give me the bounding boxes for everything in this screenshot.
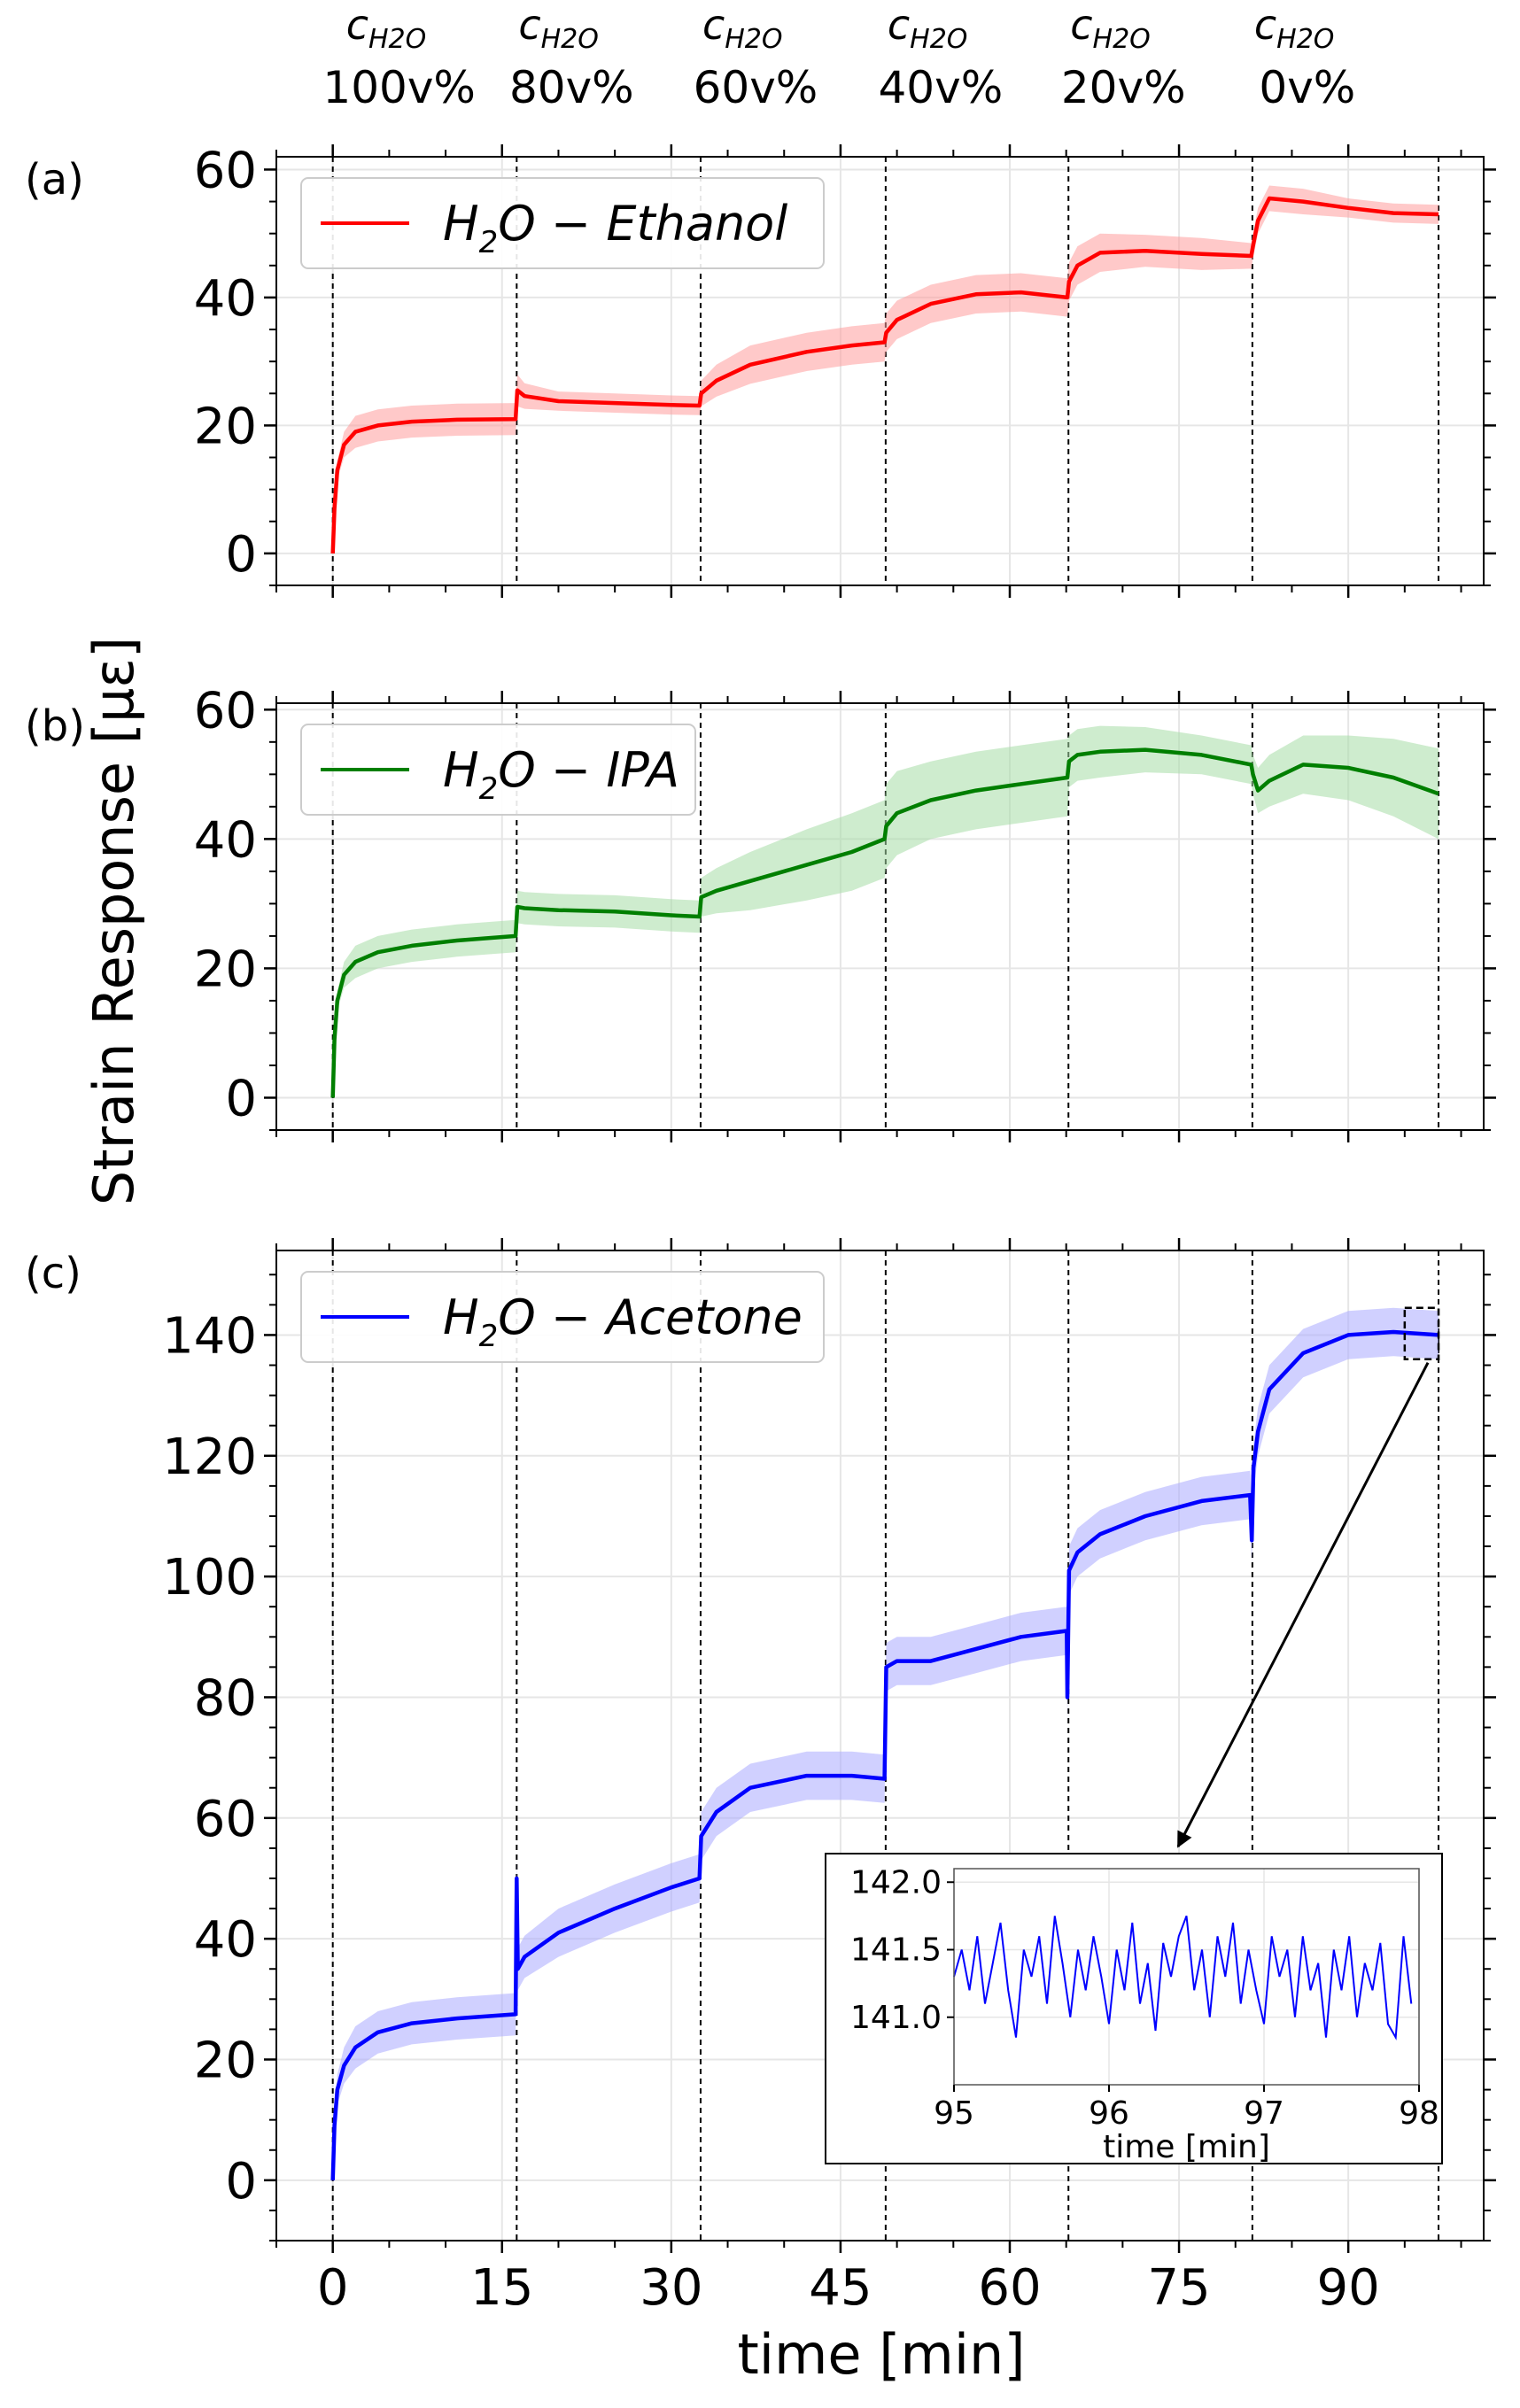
concentration-subscript: H2O — [368, 24, 426, 55]
label-rest: O − Ethanol — [498, 196, 787, 252]
concentration-label: 100v% — [322, 62, 476, 113]
inset-y-tick-label: 142.0 — [850, 1864, 942, 1901]
concentration-label: 20v% — [1061, 62, 1186, 113]
concentration-symbol: cH2O — [1254, 1, 1335, 55]
x-tick-label: 45 — [809, 2259, 872, 2317]
legend-label: H2O − Ethanol — [443, 196, 787, 260]
concentration-symbol: cH2O — [702, 1, 783, 55]
x-axis-title: time [min] — [737, 2322, 1025, 2387]
concentration-symbol: cH2O — [518, 1, 599, 55]
y-tick-label: 100 — [162, 1549, 257, 1607]
concentration-label: 0v% — [1259, 62, 1355, 113]
panel-c-acetone: 0 20 40 60 80 100 120 140 0 15 30 45 60 75 90 (c) H2O − … — [25, 1238, 1496, 2317]
inset-x-tick-label: 98 — [1399, 2095, 1439, 2132]
inset-zoom: 141.0 141.5 142.0 95 96 97 98 time [min] — [825, 1306, 1443, 2165]
x-tick-label: 90 — [1317, 2259, 1380, 2317]
inset-x-tick-label: 95 — [934, 2095, 974, 2132]
legend-label: H2O − Acetone — [443, 1289, 803, 1354]
x-tick-label: 0 — [317, 2259, 349, 2317]
concentration-subscript: H2O — [910, 24, 967, 55]
concentration-symbol: cH2O — [888, 1, 968, 55]
y-tick-label: 60 — [194, 1791, 257, 1848]
y-tick-label: 40 — [194, 811, 257, 869]
legend-box — [300, 1271, 825, 1363]
concentration-header: cH2O 100v% cH2O 80v% cH2O 60v% cH2O 40v% cH2O 20v… — [322, 1, 1355, 113]
panel-a-ethanol: 0 20 40 60 (a) H2O − Ethanol — [25, 142, 1496, 598]
subscript: 2 — [479, 225, 499, 260]
y-tick-label: 0 — [225, 2153, 257, 2211]
x-tick-label: 30 — [640, 2259, 702, 2317]
series-line — [330, 1329, 1439, 2180]
x-tick-label: 60 — [978, 2259, 1041, 2317]
inset-frame — [953, 1868, 1420, 2086]
inset-x-tick-label: 97 — [1244, 2095, 1284, 2132]
y-tick-label: 0 — [225, 1070, 257, 1127]
series-line — [330, 196, 1439, 554]
concentration-label: 40v% — [879, 62, 1004, 113]
zoom-region-marker — [1403, 1306, 1440, 1360]
std-band — [332, 1307, 1439, 2187]
label-rest: O − IPA — [498, 742, 679, 798]
concentration-symbol: cH2O — [1070, 1, 1151, 55]
y-tick-label: 0 — [225, 526, 257, 584]
y-axis-title: Strain Response [με] — [81, 637, 146, 1205]
x-tick-label: 75 — [1147, 2259, 1210, 2317]
y-tick-label: 40 — [194, 270, 257, 328]
y-tick-label: 80 — [194, 1669, 257, 1727]
concentration-subscript: H2O — [1276, 24, 1334, 55]
y-tick-label: 60 — [194, 142, 257, 199]
concentration-subscript: H2O — [1093, 24, 1151, 55]
concentration-label: 60v% — [694, 62, 818, 113]
y-tick-label: 20 — [194, 941, 257, 998]
axes-frame — [275, 702, 1485, 1131]
panel-b-ipa: 0 20 40 60 (b) H2O − IPA — [25, 682, 1496, 1142]
y-tick-label: 60 — [194, 682, 257, 739]
y-tick-label: 120 — [162, 1429, 257, 1486]
std-band — [332, 725, 1439, 1102]
legend-box — [300, 177, 825, 269]
concentration-subscript: H2O — [541, 24, 599, 55]
concentration-subscript: H2O — [725, 24, 782, 55]
legend-label: H2O − IPA — [443, 742, 679, 807]
axes-frame — [275, 1250, 1485, 2242]
subscript: 2 — [479, 1319, 499, 1354]
inset-series-line — [953, 1916, 1413, 2040]
series-line — [330, 747, 1439, 1098]
inset-y-tick-label: 141.5 — [850, 1932, 942, 1969]
inset-x-tick-label: 96 — [1089, 2095, 1129, 2132]
panel-label: (a) — [25, 155, 84, 205]
zoom-arrow — [1176, 1362, 1430, 1848]
y-tick-label: 20 — [194, 2032, 257, 2089]
panel-label: (b) — [25, 701, 85, 751]
inset-x-axis-title: time [min] — [1103, 2129, 1270, 2165]
y-tick-label: 20 — [194, 398, 257, 455]
concentration-symbol: cH2O — [346, 1, 427, 55]
concentration-label: 80v% — [509, 62, 634, 113]
y-tick-label: 40 — [194, 1911, 257, 1969]
y-tick-label: 140 — [162, 1307, 257, 1365]
subscript: 2 — [479, 771, 499, 807]
inset-y-tick-label: 141.0 — [850, 2000, 942, 2036]
panel-label: (c) — [25, 1249, 81, 1298]
x-tick-label: 15 — [470, 2259, 533, 2317]
axes-frame — [275, 156, 1485, 586]
legend-box — [300, 724, 696, 816]
inset-background — [825, 1853, 1443, 2164]
label-rest: O − Acetone — [498, 1289, 803, 1345]
